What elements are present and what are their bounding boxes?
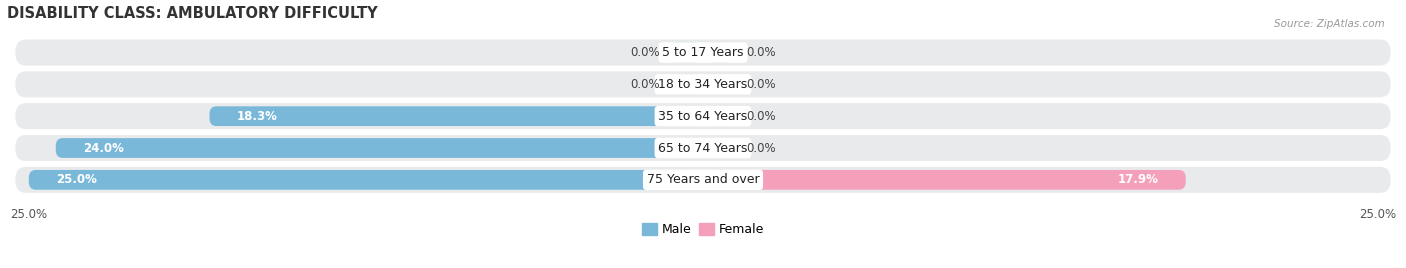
Text: 0.0%: 0.0% <box>747 142 776 155</box>
FancyBboxPatch shape <box>15 135 1391 161</box>
FancyBboxPatch shape <box>703 138 735 158</box>
Text: 18 to 34 Years: 18 to 34 Years <box>658 78 748 91</box>
FancyBboxPatch shape <box>15 71 1391 97</box>
Text: DISABILITY CLASS: AMBULATORY DIFFICULTY: DISABILITY CLASS: AMBULATORY DIFFICULTY <box>7 6 378 21</box>
Text: 65 to 74 Years: 65 to 74 Years <box>658 142 748 155</box>
Text: 75 Years and over: 75 Years and over <box>647 173 759 186</box>
Text: 24.0%: 24.0% <box>83 142 124 155</box>
Text: 0.0%: 0.0% <box>747 110 776 123</box>
FancyBboxPatch shape <box>671 75 703 94</box>
FancyBboxPatch shape <box>671 43 703 62</box>
FancyBboxPatch shape <box>15 103 1391 129</box>
FancyBboxPatch shape <box>703 170 1185 190</box>
Text: 0.0%: 0.0% <box>747 78 776 91</box>
FancyBboxPatch shape <box>703 75 735 94</box>
Text: 0.0%: 0.0% <box>630 78 659 91</box>
Legend: Male, Female: Male, Female <box>637 218 769 241</box>
FancyBboxPatch shape <box>209 106 703 126</box>
Text: 0.0%: 0.0% <box>630 46 659 59</box>
Text: 35 to 64 Years: 35 to 64 Years <box>658 110 748 123</box>
FancyBboxPatch shape <box>703 43 735 62</box>
FancyBboxPatch shape <box>15 39 1391 66</box>
FancyBboxPatch shape <box>703 106 735 126</box>
FancyBboxPatch shape <box>56 138 703 158</box>
Text: 25.0%: 25.0% <box>56 173 97 186</box>
Text: Source: ZipAtlas.com: Source: ZipAtlas.com <box>1274 19 1385 29</box>
Text: 18.3%: 18.3% <box>236 110 277 123</box>
FancyBboxPatch shape <box>28 170 703 190</box>
FancyBboxPatch shape <box>15 167 1391 193</box>
Text: 17.9%: 17.9% <box>1118 173 1159 186</box>
Text: 5 to 17 Years: 5 to 17 Years <box>662 46 744 59</box>
Text: 0.0%: 0.0% <box>747 46 776 59</box>
